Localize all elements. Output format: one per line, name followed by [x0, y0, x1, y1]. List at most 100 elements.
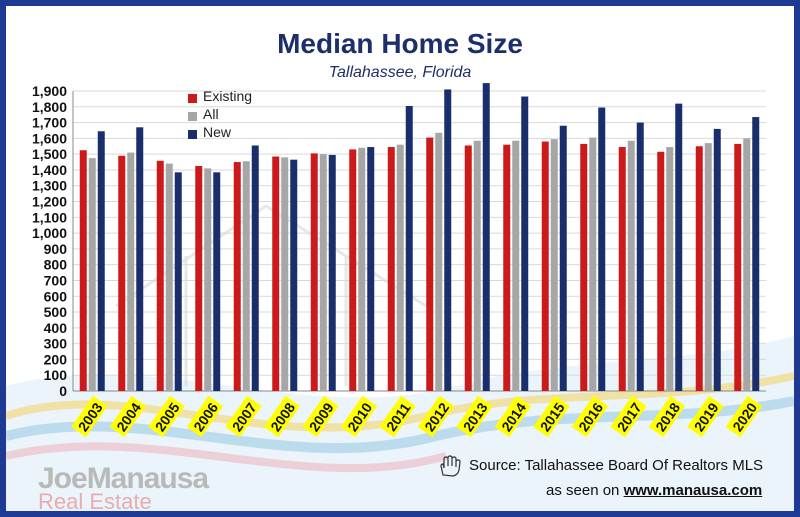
legend-label-all: All	[203, 106, 219, 122]
bar-all-2008	[281, 157, 289, 391]
bar-new-2017	[636, 122, 644, 391]
bar-all-2015	[550, 139, 558, 391]
x-tick-label-group: 2018	[648, 395, 686, 438]
x-tick-label-group: 2019	[687, 395, 724, 438]
bar-existing-2013	[464, 145, 472, 391]
y-tick-label: 900	[44, 241, 68, 257]
bar-all-2016	[589, 137, 597, 391]
x-tick-label-group: 2003	[71, 395, 108, 438]
legend-swatch-existing	[188, 94, 197, 103]
bar-existing-2008	[272, 156, 280, 391]
y-tick-label: 400	[44, 320, 68, 336]
seen-on-note: as seen on www.manausa.com	[546, 482, 762, 499]
bar-existing-2010	[349, 149, 357, 391]
bar-all-2011	[396, 144, 404, 391]
chart-panel: 0 100 200 300 400 500 600 700 800 900 1,000 1,100 1,…	[6, 6, 794, 511]
y-tick-label: 1,500	[32, 146, 67, 162]
x-tick-label-group: 2015	[533, 395, 570, 438]
bar-new-2012	[444, 89, 452, 391]
y-tick-label: 200	[44, 351, 68, 367]
legend-swatch-new	[188, 130, 197, 139]
y-tick-label: 1,100	[32, 209, 67, 225]
bar-all-2019	[704, 143, 712, 391]
bar-all-2018	[666, 147, 674, 391]
bar-existing-2015	[541, 141, 549, 391]
x-tick-label-group: 2006	[186, 395, 224, 438]
x-tick-label-group: 2007	[225, 395, 262, 438]
bar-all-2003	[88, 158, 96, 391]
bar-existing-2017	[618, 147, 626, 391]
bar-new-2009	[328, 154, 336, 391]
x-tick-label-group: 2011	[379, 395, 416, 438]
bar-new-2013	[482, 83, 490, 392]
bar-existing-2019	[695, 146, 703, 391]
legend-label-new: New	[203, 124, 232, 140]
y-tick-label: 1,200	[32, 194, 67, 210]
y-tick-label: 800	[44, 257, 68, 273]
chart-title: Median Home Size	[277, 28, 523, 59]
bar-new-2015	[559, 125, 567, 391]
bar-all-2007	[242, 161, 250, 391]
year-tag-background	[263, 395, 301, 438]
year-tag-background	[417, 395, 455, 438]
website-link[interactable]: www.manausa.com	[623, 482, 763, 499]
year-tag-background	[456, 395, 493, 438]
y-tick-label: 1,700	[32, 115, 67, 131]
bar-existing-2018	[657, 151, 665, 391]
x-tick-label-group: 2016	[571, 395, 609, 438]
year-tag-background	[340, 395, 378, 438]
bar-new-2004	[136, 127, 144, 391]
bar-existing-2006	[195, 166, 203, 391]
bar-new-2005	[174, 172, 182, 391]
bar-chart: 01002003004005006007008009001,0001,1001,…	[32, 83, 766, 438]
year-tag-background	[225, 395, 262, 438]
y-tick-label: 1,800	[32, 99, 67, 115]
y-tick-label: 1,400	[32, 162, 67, 178]
bar-new-2020	[752, 117, 760, 391]
x-tick-label-group: 2004	[109, 395, 147, 438]
legend-swatch-all	[188, 112, 197, 121]
bar-all-2013	[473, 140, 481, 391]
y-tick-label: 1,600	[32, 130, 67, 146]
bar-all-2009	[319, 154, 327, 391]
y-tick-label: 300	[44, 336, 68, 352]
x-tick-label-group: 2012	[417, 395, 455, 438]
seen-on-text: as seen on	[546, 482, 620, 499]
x-tick-label-group: 2017	[610, 395, 647, 438]
y-tick-label: 1,300	[32, 178, 67, 194]
bar-existing-2004	[118, 155, 126, 391]
y-tick-label: 500	[44, 304, 68, 320]
logo-tagline: Real Estate	[38, 489, 152, 511]
x-tick-label-group: 2010	[340, 395, 378, 438]
source-note: Source: Tallahassee Board Of Realtors ML…	[469, 457, 764, 474]
bar-new-2014	[521, 96, 529, 392]
bar-existing-2014	[503, 144, 511, 391]
bar-existing-2009	[310, 153, 318, 391]
bar-new-2019	[713, 128, 721, 391]
year-tag-background	[610, 395, 647, 438]
x-tick-label-group: 2020	[725, 395, 763, 438]
bar-all-2010	[358, 147, 366, 391]
bar-all-2005	[165, 163, 173, 391]
bar-new-2016	[598, 107, 606, 391]
year-tag-background	[725, 395, 763, 438]
bar-existing-2007	[233, 162, 241, 391]
x-tick-label-group: 2014	[494, 395, 532, 438]
chart-subtitle: Tallahassee, Florida	[328, 64, 472, 81]
bar-new-2003	[97, 131, 105, 391]
bar-all-2017	[627, 140, 635, 391]
year-tag-background	[571, 395, 609, 438]
x-tick-label-group: 2013	[456, 395, 493, 438]
y-tick-label: 600	[44, 288, 68, 304]
bar-new-2007	[251, 145, 259, 391]
x-tick-label-group: 2005	[148, 395, 185, 438]
bar-existing-2020	[734, 143, 742, 391]
year-tag-background	[148, 395, 185, 438]
hand-icon	[440, 455, 461, 477]
year-tag-background	[71, 395, 108, 438]
legend-label-existing: Existing	[203, 88, 253, 104]
y-tick-label: 700	[44, 272, 68, 288]
year-tag-background	[687, 395, 724, 438]
year-tag-background	[648, 395, 686, 438]
